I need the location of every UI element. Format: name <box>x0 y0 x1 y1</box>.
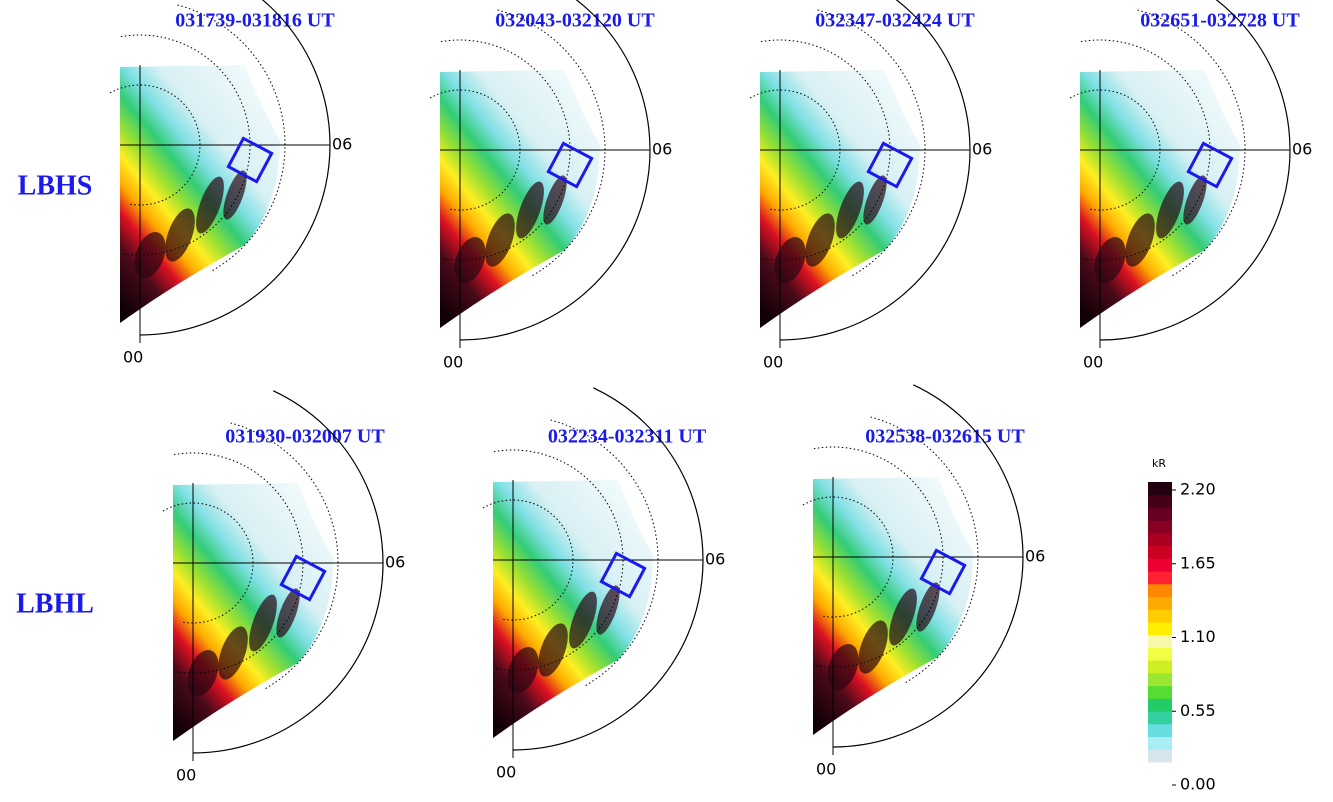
figure: LBHS031739-031816 UT0600032043-032120 UT… <box>0 0 1333 802</box>
panel: 031739-031816 UT 06 00 <box>110 0 352 367</box>
colorbar-segment <box>1148 635 1172 648</box>
colorbar-segment <box>1148 660 1172 673</box>
aurora-image <box>493 480 653 738</box>
colorbar-tick-label: 0.55 <box>1180 701 1216 720</box>
panel-title: 032347-032424 UT <box>815 10 975 32</box>
colorbar-segment <box>1148 673 1172 686</box>
dawn-label: 06 <box>1292 140 1312 159</box>
panel-title: 031930-032007 UT <box>225 426 385 448</box>
dawn-label: 06 <box>385 553 405 572</box>
colorbar-segment <box>1148 686 1172 699</box>
panel-title: 032538-032615 UT <box>865 426 1025 448</box>
colorbar-segment <box>1148 482 1172 495</box>
panel: 032234-032311 UT 06 00 <box>483 388 725 782</box>
colorbar-segment <box>1148 711 1172 724</box>
colorbar-segment <box>1148 737 1172 750</box>
colorbar-segment <box>1148 609 1172 622</box>
colorbar-segment <box>1148 647 1172 660</box>
colorbar-segment <box>1148 495 1172 508</box>
panel: 032651-032728 UT 06 00 <box>1070 0 1312 372</box>
row-label: LBHL <box>16 588 94 619</box>
midnight-label: 00 <box>496 763 516 782</box>
colorbar-segment <box>1148 533 1172 546</box>
panel-title: 032651-032728 UT <box>1140 10 1300 32</box>
midnight-label: 00 <box>123 348 143 367</box>
panel: 032043-032120 UT 06 00 <box>430 0 672 372</box>
midnight-label: 00 <box>763 353 783 372</box>
dawn-label: 06 <box>332 135 352 154</box>
panel: 032347-032424 UT 06 00 <box>750 0 992 372</box>
colorbar-segment <box>1148 546 1172 559</box>
midnight-label: 00 <box>1083 353 1103 372</box>
panel-title: 032043-032120 UT <box>495 10 655 32</box>
row-label: LBHS <box>18 170 93 201</box>
aurora-image <box>813 477 973 735</box>
panel: 032538-032615 UT 06 00 <box>803 385 1045 779</box>
colorbar-unit: kR <box>1152 457 1166 470</box>
midnight-label: 00 <box>443 353 463 372</box>
colorbar-tick-label: 2.20 <box>1180 480 1216 499</box>
dawn-label: 06 <box>1025 547 1045 566</box>
colorbar-segment <box>1148 749 1172 762</box>
colorbar-segment <box>1148 584 1172 597</box>
dawn-label: 06 <box>972 140 992 159</box>
colorbar-segment <box>1148 571 1172 584</box>
colorbar-segment <box>1148 698 1172 711</box>
panel-title: 031739-031816 UT <box>175 10 335 32</box>
colorbar-segment <box>1148 507 1172 520</box>
dawn-label: 06 <box>652 140 672 159</box>
aurora-image <box>760 70 920 328</box>
midnight-label: 00 <box>176 766 196 785</box>
colorbar-segment <box>1148 724 1172 737</box>
colorbar-segment <box>1148 558 1172 571</box>
colorbar-tick-label: 0.00 <box>1180 775 1216 794</box>
aurora-image <box>440 70 600 328</box>
panel: 031930-032007 UT 06 00 <box>163 391 405 785</box>
aurora-image <box>1080 70 1240 328</box>
dawn-label: 06 <box>705 550 725 569</box>
aurora-image <box>120 65 280 323</box>
colorbar-segment <box>1148 622 1172 635</box>
colorbar-tick-label: 1.10 <box>1180 627 1216 646</box>
colorbar-tick-label: 1.65 <box>1180 553 1216 572</box>
midnight-label: 00 <box>816 760 836 779</box>
colorbar-segment <box>1148 520 1172 533</box>
aurora-image <box>173 483 333 741</box>
colorbar-segment <box>1148 597 1172 610</box>
panel-title: 032234-032311 UT <box>548 426 707 448</box>
